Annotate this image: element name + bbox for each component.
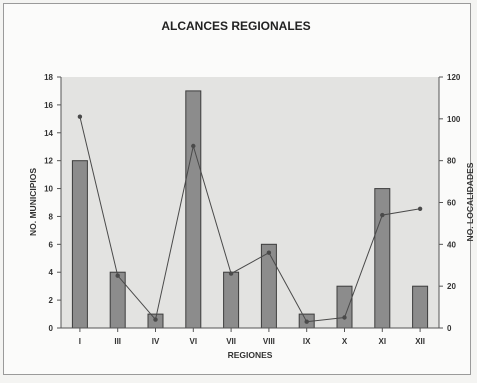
line-point-X bbox=[342, 315, 347, 320]
y2-tick-label: 60 bbox=[447, 199, 456, 208]
y2-tick-label: 20 bbox=[447, 282, 456, 291]
y-tick-label: 2 bbox=[49, 296, 54, 305]
bar-XII bbox=[412, 285, 429, 329]
line-point-XI bbox=[380, 212, 385, 218]
bar-X bbox=[336, 285, 353, 329]
y-tick-label: 14 bbox=[44, 129, 53, 138]
bar-XI bbox=[374, 188, 391, 329]
y2-axis-label: NO. LOCALIDADES bbox=[465, 162, 475, 241]
x-axis-label: REGIONES bbox=[228, 350, 273, 360]
x-tick-label: VIII bbox=[263, 337, 275, 346]
line-point-IV bbox=[153, 317, 158, 322]
x-tick-label: IX bbox=[303, 337, 311, 346]
bar-VI bbox=[185, 90, 202, 329]
y2-tick-label: 40 bbox=[447, 240, 456, 249]
line-point-I bbox=[77, 114, 83, 119]
y-tick-label: 18 bbox=[44, 73, 53, 82]
x-tick-label: VII bbox=[226, 337, 236, 346]
bar-VIII bbox=[260, 243, 277, 329]
y2-tick-label: 100 bbox=[447, 115, 461, 124]
y2-tick-label: 80 bbox=[447, 157, 456, 166]
series-line bbox=[79, 116, 421, 323]
x-tick-label: X bbox=[342, 337, 348, 346]
y-tick-label: 0 bbox=[49, 324, 54, 333]
y-axis-label: NO. MUNICIPIOS bbox=[28, 168, 38, 236]
y2-tick-label: 0 bbox=[447, 324, 452, 333]
y-tick-label: 6 bbox=[49, 240, 54, 249]
bar-III bbox=[109, 271, 126, 329]
y-tick-label: 12 bbox=[44, 157, 53, 166]
line-point-XII bbox=[417, 206, 423, 211]
bar-VII bbox=[223, 271, 240, 329]
x-tick-label: IV bbox=[152, 337, 160, 346]
x-tick-label: VI bbox=[190, 337, 198, 346]
line-point-III bbox=[115, 273, 120, 278]
y-tick-label: 16 bbox=[44, 101, 53, 110]
bar-I bbox=[71, 160, 88, 329]
y-tick-label: 10 bbox=[44, 185, 53, 194]
x-tick-label: XII bbox=[415, 337, 425, 346]
line-point-IX bbox=[304, 319, 309, 324]
x-tick-label: I bbox=[79, 337, 81, 346]
y-tick-label: 4 bbox=[49, 268, 54, 277]
x-tick-label: XI bbox=[379, 337, 387, 346]
y2-tick-label: 120 bbox=[447, 73, 461, 82]
x-tick-label: III bbox=[114, 337, 121, 346]
line-point-VII bbox=[228, 271, 234, 276]
chart-title: ALCANCES REGIONALES bbox=[161, 19, 310, 33]
line-point-VI bbox=[191, 143, 196, 149]
y-tick-label: 8 bbox=[49, 212, 54, 221]
line-point-VIII bbox=[266, 250, 272, 255]
